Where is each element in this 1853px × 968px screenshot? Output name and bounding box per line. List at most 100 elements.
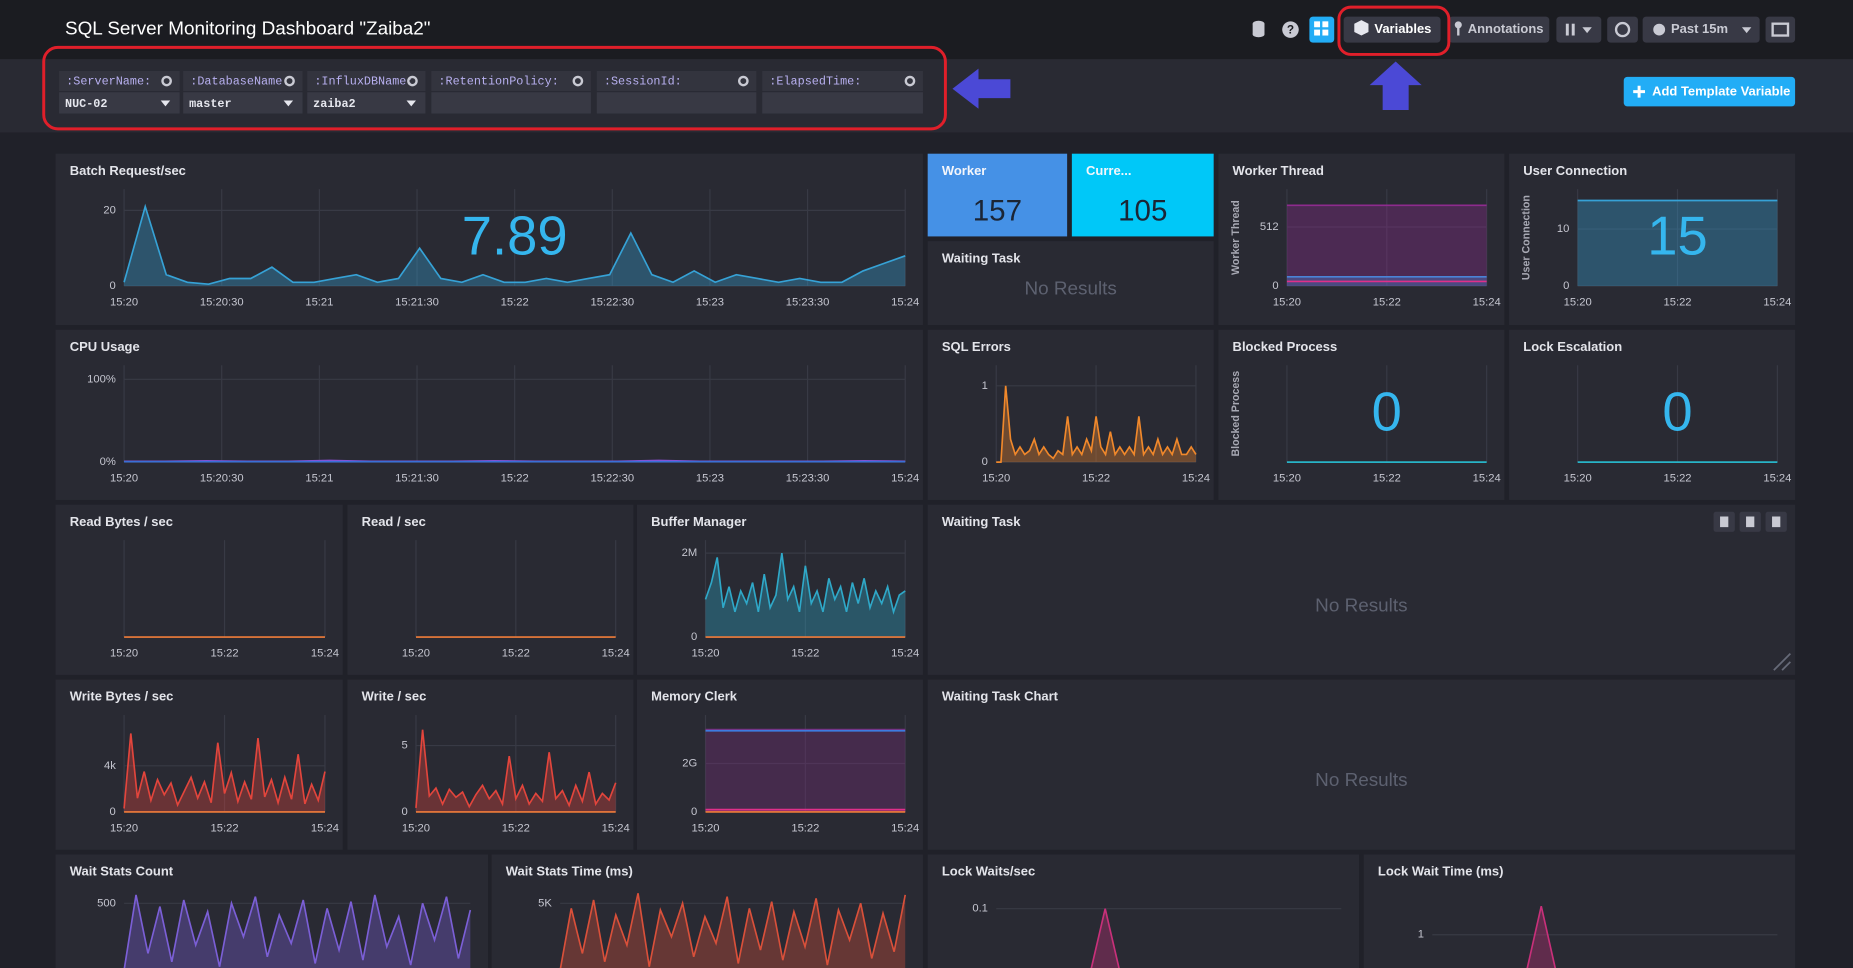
panel-title: Worker Thread (1233, 163, 1324, 178)
x-tick-label: 15:23:30 (786, 473, 830, 485)
y-tick-label: 512 (1260, 221, 1279, 233)
panel: Buffer Manager 15:20 15:22 15:24 0 2M (636, 504, 923, 675)
variable-name: :InfluxDBName: (314, 75, 413, 89)
panel-title: Wait Stats Time (ms) (506, 864, 633, 879)
pause-button[interactable] (1556, 16, 1602, 43)
panel-background (55, 679, 343, 850)
template-variable[interactable]: :RetentionPolicy: (431, 70, 591, 114)
variable-value-box (596, 92, 757, 114)
stat-value: 0 (1662, 381, 1692, 442)
panel-action[interactable] (1765, 511, 1787, 532)
annotations-label: Annotations (1468, 21, 1544, 36)
series-area (1527, 906, 1556, 968)
stat-value: 0 (1372, 381, 1402, 442)
plot: 15:20 15:22 15:24 0 2G (682, 715, 919, 834)
plot: 15:20 15:22 15:24 Blocked Process 0 (1230, 365, 1501, 485)
template-variable[interactable]: :ElapsedTime: (762, 70, 923, 114)
panel: Memory Clerk 15:20 15:22 15:24 0 2G (636, 679, 923, 850)
plot: 15:20 15:22 15:24 0 1 (982, 365, 1210, 485)
variable-value: NUC-02 (65, 97, 107, 111)
cells-button[interactable] (1309, 16, 1335, 43)
variable-value-box (183, 92, 303, 114)
dropdown-caret (160, 100, 171, 107)
variable-gear (572, 75, 584, 87)
variables-label: Variables (1374, 21, 1431, 36)
time-range-button[interactable]: Past 15m (1642, 16, 1760, 43)
panel-background (1363, 854, 1796, 968)
plot: 0.1 (972, 903, 1342, 968)
panel-background (55, 153, 923, 326)
template-variable[interactable]: :ServerName: NUC-02 (59, 70, 180, 114)
panel-title: SQL Errors (942, 339, 1011, 354)
variable-value-box (762, 92, 923, 114)
template-variable[interactable]: :DatabaseName: master (183, 70, 303, 114)
panel-background (55, 504, 343, 675)
panel: Curre... 105 (1071, 153, 1214, 237)
panel: Lock Escalation 15:20 15:22 15:24 0 (1509, 329, 1796, 500)
x-tick-label: 15:24 (1473, 473, 1501, 485)
panel-background (1509, 153, 1796, 326)
refresh-button[interactable] (1607, 16, 1638, 43)
variables-button[interactable]: Variables (1343, 16, 1441, 43)
database-icon[interactable] (1252, 20, 1265, 38)
panel: Blocked Process 15:20 15:22 15:24 Blocked Pr… (1218, 329, 1505, 500)
x-tick-label: 15:20 (1273, 297, 1301, 309)
highlight-box (1337, 5, 1451, 56)
empty-message: No Results (1315, 595, 1407, 616)
y-tick-label: 500 (97, 897, 116, 909)
annotations-button[interactable]: Annotations (1448, 16, 1550, 43)
stat-value: 157 (973, 195, 1022, 228)
variable-name: :SessionId: (604, 75, 682, 89)
panel: Wait Stats Count 500 (55, 854, 489, 968)
panel: Read / sec 15:20 15:22 15:24 (347, 504, 634, 675)
arrow-left (952, 68, 1011, 109)
series-line (123, 733, 326, 809)
x-tick-label: 15:23 (696, 473, 724, 485)
x-tick-label: 15:24 (1763, 297, 1791, 309)
x-tick-label: 15:22:30 (590, 473, 634, 485)
template-variable[interactable]: :SessionId: (596, 70, 757, 114)
x-tick-label: 15:24 (602, 648, 630, 660)
plot: 15:20 15:22 15:24 0 512 Worker Thread (1230, 189, 1501, 309)
variable-gear (407, 75, 418, 87)
series-line (704, 553, 906, 615)
y-tick-label: 10 (1557, 223, 1569, 235)
add-template-variable-button[interactable]: Add Template Variable (1623, 76, 1796, 107)
panel-title: User Connection (1523, 163, 1627, 178)
x-tick-label: 15:22 (1663, 297, 1691, 309)
panel-background (55, 329, 923, 500)
panel: User Connection 15:20 15:22 15:24 0 10 User Co… (1509, 153, 1796, 326)
panel: Write / sec 15:20 15:22 15:24 0 5 (347, 679, 634, 850)
plot: 15:20 15:22 15:24 (402, 540, 630, 660)
panel-title: Worker (942, 163, 987, 178)
arrow-up (1369, 61, 1422, 110)
variables-list: :ServerName: NUC-02:DatabaseName: master:I… (59, 70, 923, 114)
y-tick-label: 0 (1272, 280, 1278, 292)
template-variable[interactable]: :InfluxDBName: zaiba2 (307, 70, 426, 114)
panel: CPU Usage 15:20 15:20:30 15:21 15:21:30 15:22… (55, 329, 923, 500)
help-icon[interactable]: ? (1282, 21, 1299, 38)
series-line (996, 385, 1197, 463)
panel-background (927, 329, 1214, 500)
variable-value-box (59, 92, 180, 114)
variable-name: :DatabaseName: (190, 75, 289, 89)
y-tick-label: 5 (401, 740, 407, 752)
panel-background (1218, 329, 1505, 500)
panel: SQL Errors 15:20 15:22 15:24 0 1 (927, 329, 1214, 500)
panel-title: Write Bytes / sec (70, 689, 174, 704)
x-tick-label: 15:20 (110, 297, 138, 309)
panel-background (347, 679, 634, 850)
x-tick-label: 15:20 (982, 473, 1010, 485)
panel-title: Wait Stats Count (70, 864, 174, 879)
fullscreen-button[interactable] (1765, 16, 1796, 43)
series-line (123, 203, 906, 286)
series-line (559, 893, 907, 968)
panel-action[interactable] (1739, 511, 1761, 532)
panel-title: Lock Wait Time (ms) (1378, 864, 1504, 879)
panel-action[interactable] (1713, 511, 1735, 532)
x-tick-label: 15:20 (691, 822, 719, 834)
y-tick-label: 1 (1418, 929, 1424, 941)
panel-title: Read / sec (362, 514, 426, 529)
